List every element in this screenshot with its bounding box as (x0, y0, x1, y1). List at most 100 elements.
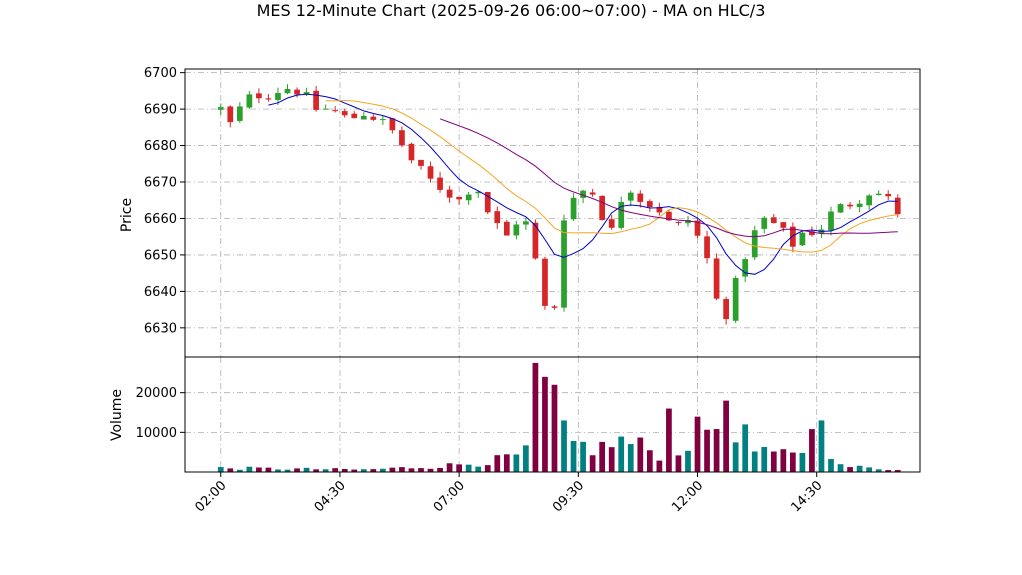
volume-bar (379, 468, 386, 472)
volume-bar (847, 467, 853, 472)
ma-line-24 (439, 118, 898, 238)
x-tick-label: 07:00 (431, 478, 468, 515)
volume-bar (666, 408, 672, 472)
volume-y-ticks: 10000 20000 (136, 386, 185, 441)
candle-body (570, 197, 577, 220)
candle-body (389, 118, 396, 131)
candle-body (894, 197, 901, 215)
volume-bar (542, 376, 548, 472)
candle-body (675, 222, 682, 224)
volume-bar (475, 466, 482, 472)
candle-body (532, 222, 539, 259)
candle-body (828, 211, 834, 231)
x-tick-label: 02:00 (192, 478, 229, 515)
volume-frame (184, 356, 921, 473)
candle-body (303, 92, 310, 95)
volume-bar (370, 469, 377, 472)
x-axis-ticks: 02:00 04:30 07:00 09:30 12:00 14:30 (192, 472, 826, 515)
candle-body (561, 220, 567, 308)
volume-bar (284, 469, 291, 472)
candle-body (475, 191, 482, 194)
volume-bar (418, 468, 424, 472)
volume-panel: 10000 20000 Volume (109, 356, 921, 473)
price-tick-label: 6660 (144, 212, 177, 227)
volume-bar (408, 468, 415, 472)
volume-bar (694, 416, 701, 472)
volume-bar (780, 449, 787, 472)
candle-body (666, 211, 672, 221)
candle-body (713, 258, 720, 299)
ma-line-6 (268, 93, 898, 275)
candle-body (313, 90, 319, 110)
candle-body (809, 231, 815, 236)
candle-body (332, 110, 339, 112)
candle-body (551, 306, 558, 308)
chart-title: MES 12-Minute Chart (2025-09-26 06:00~07… (257, 1, 766, 20)
candle-body (790, 226, 796, 247)
price-tick-label: 6670 (144, 176, 177, 191)
candle-body (599, 195, 606, 220)
candle-body (523, 221, 529, 225)
candle-body (351, 113, 358, 119)
volume-bar (532, 362, 539, 472)
candle-body (685, 220, 691, 224)
volume-bar (685, 450, 691, 472)
price-grid (185, 69, 920, 357)
candle-body (885, 193, 892, 197)
candle-body (875, 193, 882, 195)
volume-tick-label: 10000 (136, 426, 177, 441)
volume-bar (494, 455, 501, 472)
candle-body (322, 108, 329, 110)
price-tick-label: 6640 (144, 285, 177, 300)
volume-bar (332, 468, 339, 472)
candle-body (503, 221, 510, 236)
volume-axis-label: Volume (109, 389, 125, 441)
candle-body (770, 217, 777, 224)
x-tick-label: 12:00 (669, 478, 706, 515)
candle-body (427, 166, 434, 179)
volume-bar (627, 444, 634, 472)
price-tick-label: 6680 (144, 139, 177, 154)
candle-body (465, 194, 472, 201)
volume-bar (256, 467, 262, 472)
volume-bar (828, 459, 834, 472)
candle-body (456, 196, 462, 200)
candle-body (847, 204, 853, 207)
volume-bar (618, 436, 625, 472)
volume-bar (704, 429, 710, 472)
price-y-ticks: 6630 6640 6650 6660 6670 6680 6690 6700 (144, 66, 185, 336)
volume-bar (599, 441, 606, 472)
volume-bar (523, 445, 529, 472)
volume-bar (866, 467, 873, 472)
price-tick-label: 6630 (144, 321, 177, 336)
volume-bar (503, 454, 510, 472)
volume-bar (389, 467, 396, 472)
volume-tick-label: 20000 (136, 386, 177, 401)
candle-body (856, 203, 863, 208)
candle-body (751, 230, 758, 258)
volume-bar (790, 452, 796, 472)
candle-body (580, 190, 586, 198)
moving-averages (268, 93, 898, 275)
x-tick-label: 09:30 (550, 478, 587, 515)
candle-body (399, 130, 405, 146)
volume-bar (294, 468, 300, 472)
volume-bar (236, 469, 243, 472)
volume-bar (513, 454, 520, 472)
volume-bar (885, 470, 892, 472)
volume-bar (875, 469, 882, 472)
price-tick-label: 6690 (144, 103, 177, 118)
volume-bar (351, 469, 358, 472)
volume-bars (217, 362, 901, 472)
candle-body (408, 143, 415, 161)
volume-bar (742, 424, 749, 472)
volume-bar (608, 447, 615, 472)
candle-body (341, 111, 348, 116)
candle-body (542, 258, 548, 306)
volume-bar (799, 453, 806, 472)
candle-body (236, 106, 243, 121)
candle-body (637, 193, 644, 202)
volume-bar (275, 469, 281, 472)
candle-body (446, 189, 453, 198)
